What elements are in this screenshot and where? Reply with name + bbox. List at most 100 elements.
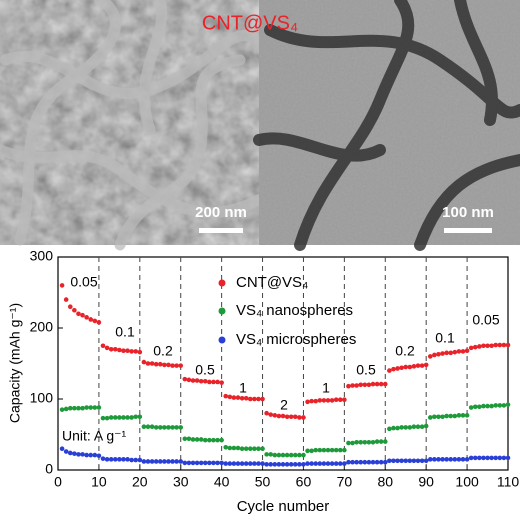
data-point bbox=[493, 455, 499, 461]
data-point bbox=[366, 382, 372, 388]
data-point bbox=[505, 402, 511, 407]
data-point bbox=[395, 458, 400, 464]
data-point bbox=[325, 447, 331, 453]
data-point bbox=[276, 462, 282, 467]
data-point bbox=[157, 361, 163, 367]
annotation: 2 bbox=[280, 397, 288, 413]
data-point bbox=[489, 455, 494, 461]
data-point bbox=[325, 461, 331, 466]
data-point bbox=[235, 461, 241, 466]
data-point bbox=[84, 452, 89, 458]
data-point bbox=[215, 437, 220, 443]
data-point bbox=[382, 439, 388, 444]
data-point bbox=[59, 283, 65, 288]
data-point bbox=[432, 414, 437, 420]
data-point bbox=[153, 361, 159, 367]
data-point bbox=[133, 349, 139, 354]
data-point bbox=[333, 461, 339, 466]
data-point bbox=[301, 452, 306, 458]
annotation: 0.1 bbox=[115, 324, 135, 340]
data-point bbox=[305, 461, 310, 466]
data-point bbox=[472, 404, 478, 410]
data-point bbox=[284, 452, 290, 458]
annotation: 0.5 bbox=[356, 362, 376, 378]
data-point bbox=[317, 461, 323, 466]
data-point bbox=[321, 398, 327, 403]
scale-bar bbox=[199, 228, 243, 233]
scale-bar bbox=[444, 228, 492, 233]
data-point bbox=[329, 447, 335, 453]
data-point bbox=[243, 395, 249, 401]
data-point bbox=[337, 397, 343, 403]
tem-image bbox=[253, 0, 520, 251]
data-point bbox=[59, 446, 65, 452]
data-point bbox=[432, 352, 437, 358]
data-point bbox=[370, 440, 376, 445]
data-point bbox=[313, 461, 319, 466]
data-point bbox=[321, 461, 327, 466]
data-point bbox=[309, 461, 314, 466]
data-point bbox=[333, 397, 339, 403]
x-tick-label: 10 bbox=[91, 474, 107, 490]
data-point bbox=[170, 425, 175, 430]
data-point bbox=[67, 405, 73, 411]
data-point bbox=[125, 348, 130, 354]
data-point bbox=[108, 457, 114, 462]
data-point bbox=[215, 460, 220, 466]
data-point bbox=[305, 399, 310, 405]
data-point bbox=[239, 461, 245, 466]
data-point bbox=[407, 425, 413, 430]
data-point bbox=[309, 448, 314, 454]
data-point bbox=[84, 315, 89, 320]
data-point bbox=[436, 414, 441, 420]
data-point bbox=[145, 459, 151, 464]
data-point bbox=[407, 364, 413, 370]
data-point bbox=[358, 459, 364, 465]
annotation: 0.2 bbox=[395, 343, 415, 359]
data-point bbox=[63, 297, 69, 302]
data-point bbox=[243, 446, 249, 452]
data-point bbox=[207, 460, 212, 466]
data-point bbox=[162, 459, 167, 464]
data-point bbox=[391, 425, 396, 431]
data-point bbox=[76, 311, 81, 317]
annotation: 0.05 bbox=[472, 312, 499, 328]
data-point bbox=[485, 455, 490, 461]
data-point bbox=[288, 462, 294, 467]
data-point bbox=[141, 424, 147, 429]
data-point bbox=[215, 379, 220, 385]
data-point bbox=[362, 459, 368, 465]
scale-label: 200 nm bbox=[195, 204, 247, 221]
data-point bbox=[112, 457, 118, 462]
data-point bbox=[211, 460, 216, 466]
data-point bbox=[313, 447, 319, 453]
data-point bbox=[104, 345, 110, 351]
data-point bbox=[415, 363, 421, 368]
data-point bbox=[472, 344, 478, 350]
data-point bbox=[280, 462, 286, 467]
data-point bbox=[395, 366, 400, 371]
data-point bbox=[468, 405, 474, 410]
data-point bbox=[403, 425, 409, 430]
data-point bbox=[272, 462, 278, 467]
data-point bbox=[108, 347, 114, 352]
data-point bbox=[280, 452, 286, 458]
data-point bbox=[301, 462, 306, 467]
data-point bbox=[378, 439, 384, 444]
data-point bbox=[297, 452, 302, 458]
data-point bbox=[468, 345, 474, 351]
data-point bbox=[284, 462, 290, 467]
data-point bbox=[182, 376, 188, 382]
data-point bbox=[145, 361, 151, 366]
data-point bbox=[427, 415, 433, 420]
y-tick-label: 0 bbox=[45, 461, 53, 477]
data-point bbox=[362, 382, 368, 388]
data-point bbox=[354, 459, 359, 465]
data-point bbox=[427, 354, 433, 359]
data-point bbox=[399, 458, 404, 464]
data-point bbox=[121, 457, 126, 462]
data-point bbox=[358, 382, 364, 388]
data-point bbox=[125, 457, 130, 462]
data-point bbox=[440, 414, 445, 420]
